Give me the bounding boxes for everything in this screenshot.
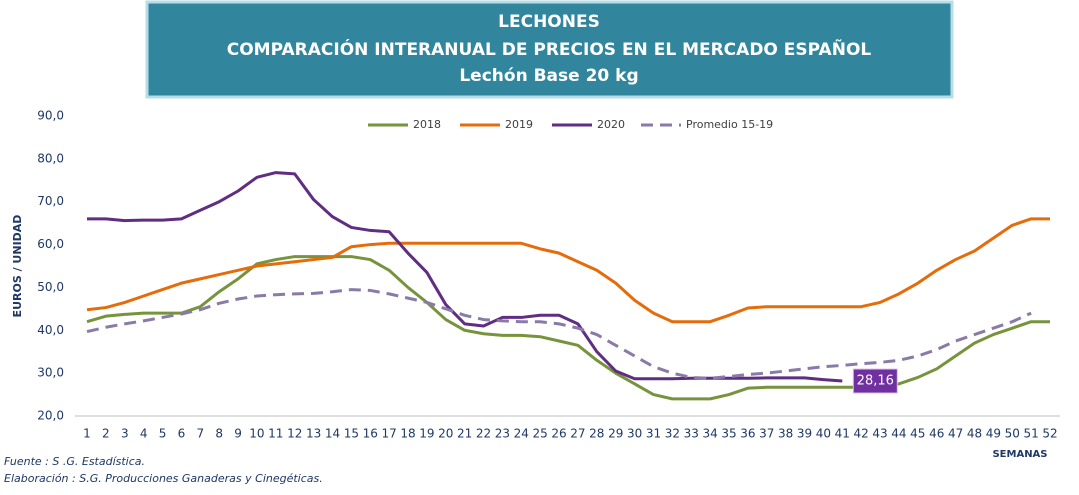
x-tick-label: 11 (268, 427, 283, 441)
legend-label: 2018 (413, 118, 441, 131)
x-tick-label: 41 (835, 427, 850, 441)
x-tick-label: 21 (457, 427, 472, 441)
x-tick-label: 13 (306, 427, 321, 441)
x-tick-label: 49 (986, 427, 1001, 441)
x-tick-label: 9 (234, 427, 242, 441)
x-tick-label: 50 (1005, 427, 1020, 441)
y-tick-label: 20,0 (37, 409, 64, 423)
x-tick-label: 2 (102, 427, 110, 441)
x-tick-label: 16 (363, 427, 378, 441)
y-tick-label: 90,0 (37, 109, 64, 123)
x-tick-label: 5 (159, 427, 167, 441)
x-tick-label: 46 (929, 427, 944, 441)
y-tick-label: 40,0 (37, 323, 64, 337)
x-tick-label: 24 (514, 427, 529, 441)
x-tick-label: 20 (438, 427, 453, 441)
x-tick-label: 30 (627, 427, 642, 441)
x-tick-label: 4 (140, 427, 148, 441)
legend-label: Promedio 15-19 (686, 118, 773, 131)
chart-subtitle: Lechón Base 20 kg (459, 66, 638, 86)
x-tick-label: 42 (854, 427, 869, 441)
x-tick-label: 17 (381, 427, 396, 441)
x-tick-label: 19 (419, 427, 434, 441)
x-tick-label: 28 (589, 427, 604, 441)
x-tick-label: 15 (344, 427, 359, 441)
x-tick-label: 31 (646, 427, 661, 441)
x-tick-label: 27 (570, 427, 585, 441)
y-tick-label: 60,0 (37, 237, 64, 251)
x-tick-label: 45 (910, 427, 925, 441)
x-tick-label: 47 (948, 427, 963, 441)
x-tick-label: 12 (287, 427, 302, 441)
legend-label: 2019 (505, 118, 533, 131)
chart-title: LECHONES (498, 12, 600, 32)
y-tick-label: 50,0 (37, 280, 64, 294)
x-tick-label: 3 (121, 427, 129, 441)
x-tick-label: 26 (551, 427, 566, 441)
chart-subtitle: COMPARACIÓN INTERANUAL DE PRECIOS EN EL … (227, 37, 872, 60)
x-tick-label: 34 (702, 427, 717, 441)
legend-label: 2020 (597, 118, 625, 131)
x-tick-label: 35 (721, 427, 736, 441)
x-tick-label: 25 (533, 427, 548, 441)
data-label-box (852, 368, 898, 394)
x-tick-label: 51 (1023, 427, 1038, 441)
line (86, 255, 1050, 401)
x-tick-label: 29 (608, 427, 623, 441)
x-tick-label: 38 (778, 427, 793, 441)
data-label: 28,16 (857, 374, 894, 389)
x-axis-label: SEMANAS (992, 449, 1047, 460)
x-tick-label: 33 (684, 427, 699, 441)
y-tick-label: 70,0 (37, 194, 64, 208)
x-tick-label: 23 (495, 427, 510, 441)
y-tick-label: 80,0 (37, 151, 64, 165)
x-tick-label: 22 (476, 427, 491, 441)
line (87, 171, 843, 383)
x-tick-label: 1 (83, 427, 91, 441)
title-box (145, 0, 954, 99)
x-tick-label: 7 (196, 427, 204, 441)
x-tick-label: 36 (740, 427, 755, 441)
x-tick-label: 8 (215, 427, 223, 441)
x-tick-label: 44 (891, 427, 906, 441)
x-tick-label: 18 (400, 427, 415, 441)
y-tick-label: 30,0 (37, 366, 64, 380)
x-tick-label: 37 (759, 427, 774, 441)
x-tick-label: 10 (249, 427, 264, 441)
x-tick-label: 39 (797, 427, 812, 441)
x-tick-label: 48 (967, 427, 982, 441)
x-tick-label: 52 (1042, 427, 1057, 441)
source: Fuente : S .G. Estadística. (4, 455, 145, 468)
credit: Elaboración : S.G. Producciones Ganadera… (4, 472, 323, 485)
x-tick-label: 43 (872, 427, 887, 441)
line (86, 217, 1050, 324)
line (86, 288, 1032, 380)
x-tick-label: 14 (325, 427, 340, 441)
x-tick-label: 32 (665, 427, 680, 441)
x-tick-label: 40 (816, 427, 831, 441)
x-tick-label: 6 (178, 427, 186, 441)
y-axis-label: EUROS / UNIDAD (11, 215, 24, 318)
